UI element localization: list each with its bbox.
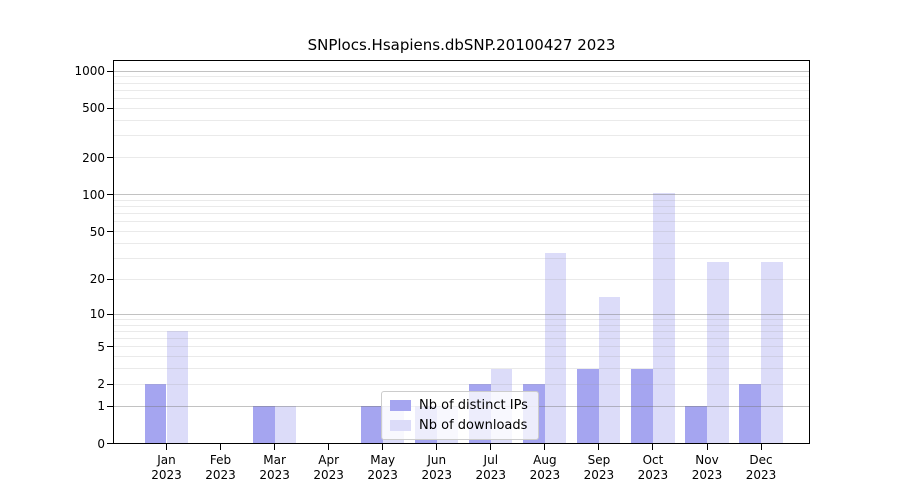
legend-label: Nb of distinct IPs bbox=[419, 398, 528, 413]
minor-gridline bbox=[113, 338, 810, 340]
minor-gridline bbox=[113, 98, 810, 99]
x-tick-mark bbox=[490, 443, 492, 450]
major-gridline bbox=[113, 70, 810, 72]
y-tick-mark bbox=[107, 278, 113, 280]
x-tick-label: Feb 2023 bbox=[205, 452, 236, 482]
y-tick-mark bbox=[107, 383, 113, 385]
minor-gridline bbox=[113, 242, 810, 244]
x-tick-mark bbox=[220, 443, 222, 450]
y-tick-mark bbox=[107, 231, 113, 232]
x-tick-mark bbox=[382, 443, 384, 450]
y-tick-label: 100 bbox=[82, 187, 105, 202]
major-gridline bbox=[113, 194, 810, 196]
minor-gridline bbox=[113, 278, 810, 280]
x-tick-label: Sep 2023 bbox=[583, 452, 615, 482]
x-tick-label: Oct 2023 bbox=[637, 452, 669, 482]
minor-gridline bbox=[113, 206, 810, 208]
legend-item-distinct-ips: Nb of distinct IPs bbox=[390, 398, 528, 413]
distinct-ips-swatch bbox=[390, 400, 411, 411]
bar-downloads-sep bbox=[598, 297, 621, 444]
x-tick-label: Nov 2023 bbox=[691, 452, 723, 482]
y-tick-mark bbox=[107, 313, 113, 315]
downloads-swatch bbox=[390, 420, 411, 431]
x-tick-label: Jul 2023 bbox=[475, 452, 507, 482]
bar-distinct-ips-jan bbox=[144, 384, 167, 444]
bar-distinct-ips-nov bbox=[685, 406, 707, 444]
x-tick-label: Mar 2023 bbox=[259, 452, 290, 482]
y-tick-label: 0 bbox=[97, 436, 105, 451]
minor-gridline bbox=[113, 383, 810, 385]
x-tick-mark bbox=[598, 443, 600, 450]
y-tick-mark bbox=[107, 107, 113, 109]
x-tick-label: Apr 2023 bbox=[313, 452, 344, 482]
plot-border bbox=[113, 60, 810, 444]
bar-distinct-ips-mar bbox=[253, 406, 275, 444]
minor-gridline bbox=[113, 119, 810, 121]
y-tick-mark bbox=[107, 157, 113, 159]
minor-gridline bbox=[113, 330, 810, 332]
y-tick-mark bbox=[107, 70, 113, 72]
y-tick-label: 50 bbox=[89, 224, 105, 239]
chart-title: SNPlocs.Hsapiens.dbSNP.20100427 2023 bbox=[307, 36, 616, 54]
x-tick-mark bbox=[706, 443, 708, 450]
x-tick-mark bbox=[274, 443, 276, 450]
y-tick-label: 200 bbox=[82, 150, 105, 165]
bar-downloads-aug bbox=[544, 253, 567, 444]
y-tick-label: 1000 bbox=[74, 64, 105, 78]
x-tick-mark bbox=[166, 443, 167, 450]
y-tick-label: 500 bbox=[82, 101, 105, 116]
bar-downloads-nov bbox=[707, 261, 729, 444]
major-gridline bbox=[113, 313, 810, 315]
x-tick-mark bbox=[760, 443, 762, 450]
x-tick-label: Aug 2023 bbox=[529, 452, 561, 482]
bar-distinct-ips-may bbox=[361, 406, 383, 444]
minor-gridline bbox=[113, 82, 810, 84]
minor-gridline bbox=[113, 107, 810, 109]
bar-distinct-ips-sep bbox=[577, 368, 599, 444]
minor-gridline bbox=[113, 221, 810, 223]
x-tick-mark bbox=[652, 443, 654, 450]
minor-gridline bbox=[113, 318, 810, 320]
y-tick-label: 5 bbox=[97, 339, 105, 354]
minor-gridline bbox=[113, 76, 810, 78]
legend-item-downloads: Nb of downloads bbox=[390, 418, 528, 433]
legend: Nb of distinct IPs Nb of downloads bbox=[381, 391, 539, 440]
y-tick-mark bbox=[107, 405, 113, 407]
bar-distinct-ips-dec bbox=[739, 384, 762, 444]
x-tick-mark bbox=[436, 443, 438, 450]
y-tick-label: 2 bbox=[97, 377, 105, 392]
bar-downloads-oct bbox=[652, 192, 675, 444]
x-tick-label: Dec 2023 bbox=[745, 452, 777, 482]
bar-downloads-dec bbox=[761, 261, 783, 444]
x-tick-label: May 2023 bbox=[367, 452, 398, 482]
minor-gridline bbox=[113, 231, 810, 232]
legend-label: Nb of downloads bbox=[419, 418, 528, 433]
y-tick-label: 10 bbox=[89, 307, 105, 322]
minor-gridline bbox=[113, 257, 810, 259]
x-tick-label: Jun 2023 bbox=[421, 452, 453, 482]
bar-downloads-mar bbox=[274, 406, 297, 444]
minor-gridline bbox=[113, 324, 810, 326]
bar-downloads-jan bbox=[166, 331, 189, 444]
minor-gridline bbox=[113, 199, 810, 201]
x-tick-mark bbox=[544, 443, 546, 450]
y-tick-mark bbox=[107, 443, 113, 444]
x-tick-mark bbox=[328, 443, 330, 450]
minor-gridline bbox=[113, 157, 810, 159]
minor-gridline bbox=[113, 213, 810, 215]
bar-distinct-ips-oct bbox=[631, 368, 653, 444]
y-tick-label: 1 bbox=[97, 399, 105, 414]
minor-gridline bbox=[113, 356, 810, 358]
minor-gridline bbox=[113, 346, 810, 348]
minor-gridline bbox=[113, 368, 810, 370]
minor-gridline bbox=[113, 89, 810, 91]
y-tick-mark bbox=[107, 194, 113, 196]
y-tick-label: 20 bbox=[89, 272, 105, 287]
x-tick-label: Jan 2023 bbox=[151, 452, 182, 482]
y-tick-mark bbox=[107, 346, 113, 348]
minor-gridline bbox=[113, 135, 810, 137]
